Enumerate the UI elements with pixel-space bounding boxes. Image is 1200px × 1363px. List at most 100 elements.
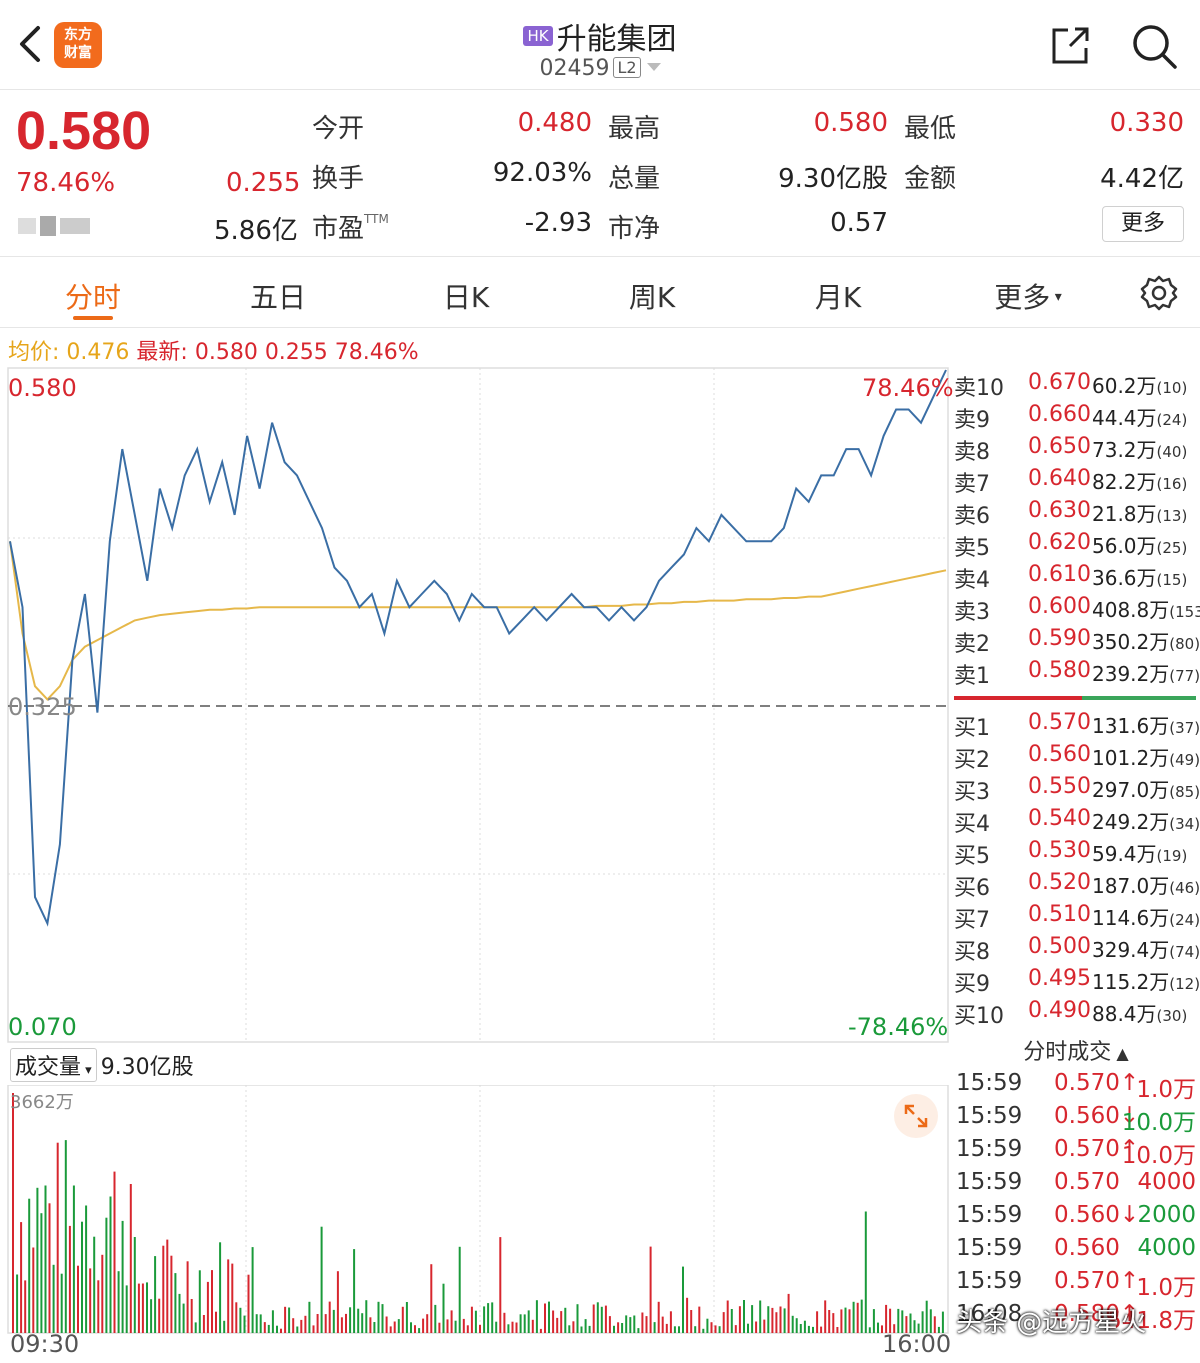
volume-bar (889, 1308, 892, 1333)
volume-bar (401, 1306, 404, 1333)
change-percent: 78.46% (16, 168, 116, 198)
volume-bar (820, 1326, 823, 1333)
bid-price: 0.540 (1028, 806, 1091, 831)
tick-price: 0.570↑ (1054, 1070, 1140, 1096)
ask-volume-wrap: 408.8万(153) (1092, 594, 1200, 623)
volume-bar (219, 1242, 222, 1333)
volume-bar (519, 1314, 522, 1333)
bid-row[interactable]: 买8 0.500 329.4万(74) (952, 934, 1200, 966)
ask-ratio-bar (954, 696, 1082, 700)
bid-row[interactable]: 买2 0.560 101.2万(49) (952, 742, 1200, 774)
share-icon[interactable] (1050, 24, 1092, 66)
search-icon[interactable] (1130, 22, 1178, 70)
volume-bar (584, 1319, 587, 1333)
tab-intraday[interactable]: 分时 (64, 281, 121, 314)
bid-row[interactable]: 买3 0.550 297.0万(85) (952, 774, 1200, 806)
volume-bar (231, 1263, 234, 1333)
expand-icon[interactable] (894, 1094, 938, 1138)
bid-volume: 115.2万 (1092, 970, 1170, 994)
ask-row[interactable]: 卖2 0.590 350.2万(80) (952, 626, 1200, 658)
volume-chart[interactable] (0, 1085, 950, 1335)
tick-volume: 4000 (1137, 1169, 1196, 1195)
tab-more[interactable]: 更多 ▾ (968, 276, 1088, 316)
ask-row[interactable]: 卖5 0.620 56.0万(25) (952, 530, 1200, 562)
tab-weekly-k[interactable]: 周K (628, 281, 676, 314)
bid-volume-wrap: 115.2万(12) (1092, 966, 1200, 995)
volume-bar (405, 1302, 408, 1333)
bid-row[interactable]: 买6 0.520 187.0万(46) (952, 870, 1200, 902)
bid-row[interactable]: 买1 0.570 131.6万(37) (952, 710, 1200, 742)
volume-bar (495, 1321, 498, 1333)
gear-icon[interactable] (1140, 274, 1178, 312)
volume-frame (7, 1085, 949, 1334)
ask-row[interactable]: 卖6 0.630 21.8万(13) (952, 498, 1200, 530)
bid-row[interactable]: 买9 0.495 115.2万(12) (952, 966, 1200, 998)
volume-bar (937, 1326, 940, 1333)
bid-label: 买10 (954, 1004, 1004, 1029)
volume-bar (828, 1310, 831, 1333)
volume-bar (807, 1325, 810, 1333)
ask-label: 卖5 (954, 536, 990, 561)
volume-bar (141, 1283, 144, 1333)
bid-count: (34) (1169, 815, 1200, 833)
pb-value: 0.57 (830, 208, 888, 238)
quote-panel: 0.580 78.46% 0.255 5.86亿 今开 0.480 最高 0.5… (0, 92, 1200, 257)
bid-row[interactable]: 买5 0.530 59.4万(19) (952, 838, 1200, 870)
ask-price: 0.630 (1028, 498, 1091, 523)
tick-row: 15:59 0.570↑ 10.0万 (954, 1136, 1200, 1169)
volume-bar (653, 1322, 656, 1333)
volume-bar (479, 1324, 481, 1333)
volume-bar (117, 1271, 120, 1333)
intraday-chart[interactable] (0, 366, 950, 1046)
volume-bar (227, 1259, 230, 1333)
volume-bar (738, 1306, 741, 1333)
volume-bar (596, 1302, 599, 1333)
volume-select-label: 成交量 (15, 1055, 82, 1080)
volume-bar (515, 1322, 518, 1333)
volume-bar (361, 1313, 364, 1333)
ask-price: 0.640 (1028, 466, 1091, 491)
tick-price: 0.570↑ (1054, 1268, 1140, 1294)
bid-price: 0.560 (1028, 742, 1091, 767)
ask-row[interactable]: 卖10 0.670 60.2万(10) (952, 370, 1200, 402)
stock-title: HK 升能集团 (0, 14, 1200, 58)
watermark: 头条 @远方星火 (956, 1308, 1147, 1338)
bid-row[interactable]: 买7 0.510 114.6万(24) (952, 902, 1200, 934)
volume-bar (649, 1246, 652, 1333)
ask-volume: 350.2万 (1092, 630, 1170, 654)
volume-bar (450, 1310, 453, 1333)
chart-tabs: 分时 五日 日K 周K 月K 更多 ▾ (0, 258, 1200, 328)
back-arrow-icon[interactable] (12, 22, 48, 66)
stock-code-row[interactable]: 02459 L2 (0, 56, 1200, 81)
volume-bar (288, 1307, 291, 1333)
app-logo: 东方 财富 (54, 22, 102, 68)
bid-label: 买8 (954, 940, 990, 965)
axis-mid-price: 0.325 (8, 693, 77, 721)
caret-up-icon: ▲ (1111, 1044, 1129, 1063)
volume-bar (235, 1302, 238, 1333)
tab-daily-k[interactable]: 日K (442, 281, 490, 314)
ask-row[interactable]: 卖1 0.580 239.2万(77) (952, 658, 1200, 690)
avg-info-row: 均价: 0.476 最新: 0.580 0.255 78.46% (8, 334, 419, 366)
tab-monthly-k[interactable]: 月K (814, 281, 862, 314)
tab-five-day[interactable]: 五日 (249, 281, 306, 314)
bid-volume: 329.4万 (1092, 938, 1170, 962)
axis-bottom-pct: -78.46% (848, 1013, 949, 1041)
ticks-header[interactable]: 分时成交 ▲ (952, 1034, 1200, 1066)
ask-volume-wrap: 73.2万(40) (1092, 434, 1187, 463)
bid-row[interactable]: 买10 0.490 88.4万(30) (952, 998, 1200, 1030)
ask-label: 卖7 (954, 472, 990, 497)
volume-indicator-select[interactable]: 成交量 ▾ (10, 1048, 97, 1082)
ask-row[interactable]: 卖8 0.650 73.2万(40) (952, 434, 1200, 466)
bid-row[interactable]: 买4 0.540 249.2万(34) (952, 806, 1200, 838)
top-bar: 东方 财富 HK 升能集团 02459 L2 (0, 0, 1200, 90)
more-button[interactable]: 更多 (1102, 206, 1184, 242)
ask-row[interactable]: 卖7 0.640 82.2万(16) (952, 466, 1200, 498)
ask-count: (24) (1156, 411, 1188, 429)
bid-count: (74) (1169, 943, 1200, 961)
ask-row[interactable]: 卖4 0.610 36.6万(15) (952, 562, 1200, 594)
ask-row[interactable]: 卖9 0.660 44.4万(24) (952, 402, 1200, 434)
volume-bar (251, 1247, 254, 1333)
high-value: 0.580 (813, 108, 888, 138)
